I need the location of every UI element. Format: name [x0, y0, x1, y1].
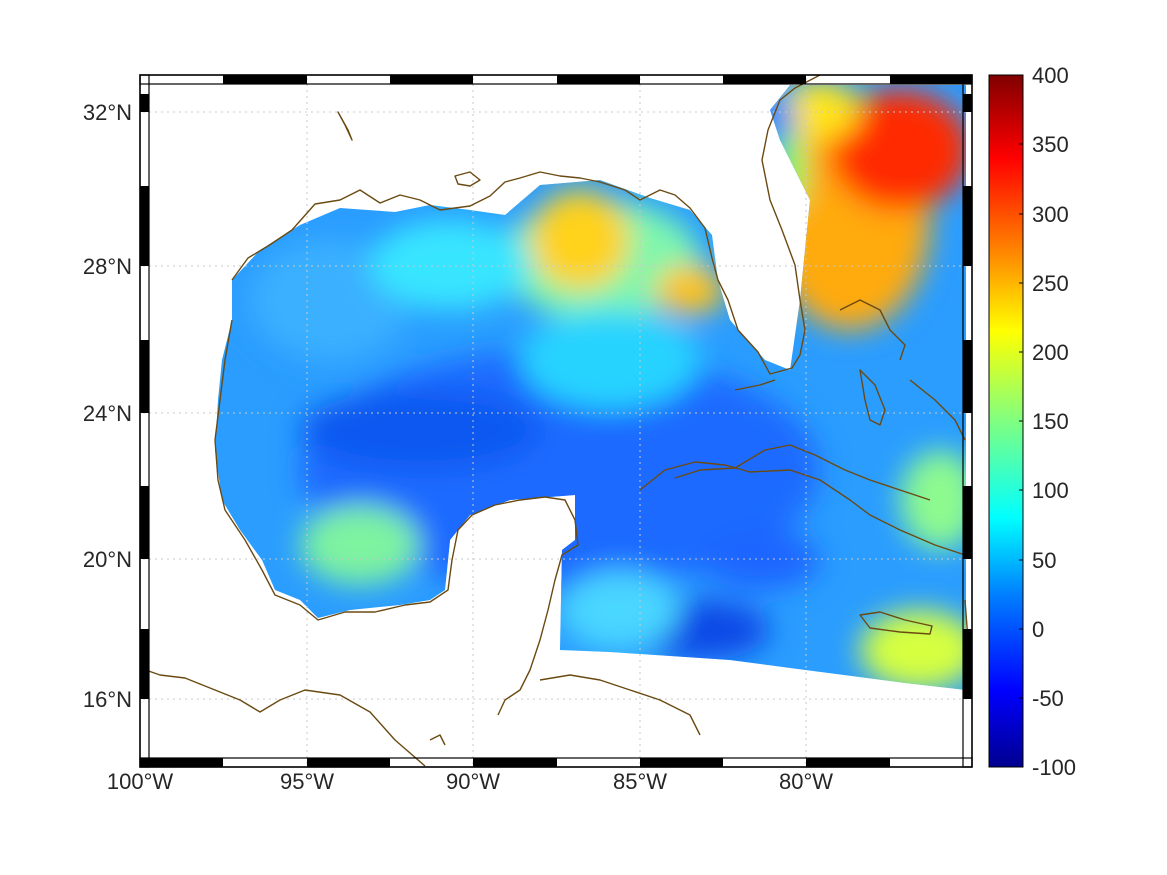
colorbar-tick-label: 350	[1032, 132, 1069, 157]
coastlines	[139, 74, 969, 767]
colorbar-tick-label: 100	[1032, 478, 1069, 503]
colorbar: 400 350 300 250 200 150 100 50 0 -50 -10…	[988, 63, 1076, 780]
longitude-axis: 100°W 95°W 90°W 85°W 80°W	[107, 769, 833, 794]
lat-tick-label: 16°N	[83, 687, 132, 712]
colorbar-tick-label: 50	[1032, 548, 1056, 573]
lat-tick-label: 24°N	[83, 401, 132, 426]
colorbar-tick-label: 400	[1032, 63, 1069, 88]
colorbar-tick-label: 300	[1032, 202, 1069, 227]
colorbar-tick-label: -100	[1032, 755, 1076, 780]
map-frame	[139, 74, 973, 768]
colorbar-tick-label: -50	[1032, 686, 1064, 711]
lat-tick-label: 20°N	[83, 547, 132, 572]
lat-tick-label: 28°N	[83, 254, 132, 279]
lon-tick-label: 95°W	[280, 769, 334, 794]
lon-tick-label: 85°W	[613, 769, 667, 794]
colorbar-tick-label: 250	[1032, 271, 1069, 296]
lon-tick-label: 80°W	[779, 769, 833, 794]
colorbar-tick-label: 150	[1032, 409, 1069, 434]
map-plot-area	[139, 74, 973, 768]
colorbar-gradient	[988, 74, 1024, 768]
lon-tick-label: 100°W	[107, 769, 174, 794]
colorbar-tick-label: 0	[1032, 617, 1044, 642]
colorbar-tick-label: 200	[1032, 340, 1069, 365]
lat-tick-label: 32°N	[83, 100, 132, 125]
latitude-axis: 32°N 28°N 24°N 20°N 16°N	[83, 100, 132, 712]
lon-tick-label: 90°W	[446, 769, 500, 794]
colorbar-ticks	[1019, 143, 1023, 699]
graticule	[143, 78, 969, 764]
